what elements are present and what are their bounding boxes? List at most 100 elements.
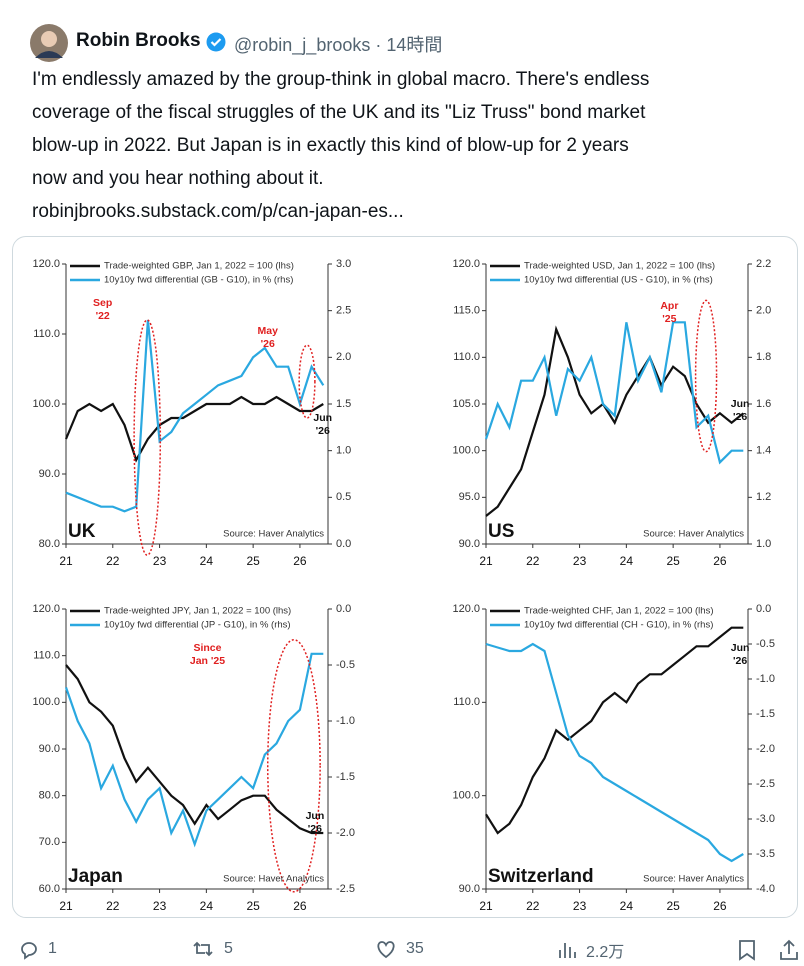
legend-label: Trade-weighted GBP, Jan 1, 2022 = 100 (l… bbox=[104, 261, 294, 272]
series-line bbox=[65, 664, 324, 835]
reply-count: 1 bbox=[48, 940, 57, 957]
x-tick-label: 21 bbox=[59, 554, 73, 568]
annotation: '26 bbox=[733, 411, 747, 423]
reply[interactable]: 1 bbox=[18, 938, 57, 960]
country-label: Switzerland bbox=[488, 866, 594, 887]
y2-tick-label: 3.0 bbox=[336, 258, 351, 270]
view-count: 2.2万 bbox=[586, 944, 625, 961]
y-tick-label: 60.0 bbox=[39, 883, 60, 895]
annotation: Apr bbox=[660, 300, 678, 312]
y-tick-label: 90.0 bbox=[39, 743, 60, 755]
x-tick-label: 23 bbox=[153, 554, 167, 568]
annotation: '25 bbox=[662, 313, 676, 325]
charts-image: 80.0 90.0 100.0 110.0 120.0 0.0 0.5 1.0 1.5 2.0 2.… bbox=[32, 258, 775, 913]
like[interactable]: 35 bbox=[374, 938, 424, 960]
legend-label: Trade-weighted CHF, Jan 1, 2022 = 100 (l… bbox=[524, 606, 714, 617]
country-label: UK bbox=[68, 521, 96, 542]
repost[interactable]: 5 bbox=[190, 938, 233, 960]
x-tick-label: 23 bbox=[573, 899, 587, 913]
highlight-ellipse bbox=[266, 639, 321, 893]
x-tick-label: 22 bbox=[526, 899, 540, 913]
series-line bbox=[64, 652, 324, 848]
views[interactable]: 2.2万 bbox=[556, 938, 624, 962]
x-tick-label: 25 bbox=[666, 899, 680, 913]
bookmark-icon[interactable] bbox=[736, 938, 758, 962]
source-note: Source: Haver Analytics bbox=[643, 874, 744, 885]
series-line bbox=[484, 321, 744, 465]
handle-time[interactable]: @robin_j_brooks · 14時間 bbox=[234, 35, 443, 55]
y-tick-label: 110.0 bbox=[33, 650, 60, 662]
annotation: '26 bbox=[261, 338, 275, 350]
series-line bbox=[485, 626, 744, 835]
y-tick-label: 105.0 bbox=[452, 398, 480, 410]
y2-tick-label: 1.2 bbox=[756, 491, 771, 503]
y-tick-label: 90.0 bbox=[39, 468, 60, 480]
x-tick-label: 26 bbox=[713, 554, 727, 568]
legend-label: Trade-weighted USD, Jan 1, 2022 = 100 (l… bbox=[524, 261, 715, 272]
source-note: Source: Haver Analytics bbox=[643, 529, 744, 540]
y-tick-label: 95.0 bbox=[459, 491, 480, 503]
tweet-line: blow-up in 2022. But Japan is in exactly… bbox=[32, 135, 629, 156]
y-tick-label: 100.0 bbox=[32, 398, 60, 410]
y-tick-label: 120.0 bbox=[452, 258, 480, 270]
highlight-ellipse bbox=[298, 344, 316, 419]
tweet-line: now and you hear nothing about it. bbox=[32, 168, 324, 189]
y2-tick-label: -1.5 bbox=[756, 708, 775, 720]
author-name[interactable]: Robin Brooks bbox=[76, 30, 201, 51]
axis-frame bbox=[485, 609, 749, 890]
y-tick-label: 100.0 bbox=[452, 445, 480, 457]
x-tick-label: 26 bbox=[293, 554, 307, 568]
annotation: Jun bbox=[731, 398, 750, 410]
x-tick-label: 25 bbox=[666, 554, 680, 568]
source-note: Source: Haver Analytics bbox=[223, 529, 324, 540]
y-tick-label: 110.0 bbox=[33, 328, 60, 340]
y2-tick-label: -2.0 bbox=[336, 827, 355, 839]
share-icon[interactable] bbox=[778, 938, 800, 962]
x-tick-label: 24 bbox=[620, 554, 634, 568]
media[interactable]: 80.0 90.0 100.0 110.0 120.0 0.0 0.5 1.0 1.5 2.0 2.… bbox=[12, 236, 798, 918]
y2-tick-label: -3.5 bbox=[756, 848, 775, 860]
y-tick-label: 80.0 bbox=[39, 538, 60, 550]
y2-tick-label: -2.5 bbox=[336, 883, 355, 895]
country-label: US bbox=[488, 521, 514, 542]
x-tick-label: 21 bbox=[479, 554, 493, 568]
y-tick-label: 120.0 bbox=[452, 603, 480, 615]
tweet-text: I'm endlessly amazed by the group-think … bbox=[32, 63, 649, 228]
source-note: Source: Haver Analytics bbox=[223, 874, 324, 885]
series-line bbox=[485, 642, 744, 863]
y2-tick-label: -1.5 bbox=[336, 771, 355, 783]
y-tick-label: 120.0 bbox=[32, 258, 60, 270]
y2-tick-label: 1.6 bbox=[756, 398, 771, 410]
series-line bbox=[65, 319, 325, 513]
y2-tick-label: -2.0 bbox=[756, 743, 775, 755]
y-tick-label: 110.0 bbox=[453, 351, 480, 363]
y-tick-label: 90.0 bbox=[459, 883, 480, 895]
y2-tick-label: -2.5 bbox=[756, 778, 775, 790]
legend-label: 10y10y fwd differential (GB - G10), in %… bbox=[104, 275, 293, 286]
repost-icon bbox=[193, 941, 213, 957]
series-line bbox=[485, 325, 744, 517]
series-line bbox=[64, 395, 324, 463]
x-tick-label: 22 bbox=[106, 554, 120, 568]
x-tick-label: 25 bbox=[246, 554, 260, 568]
y2-tick-label: 2.2 bbox=[756, 258, 771, 270]
annotation: Jun bbox=[731, 642, 750, 654]
y2-tick-label: 2.5 bbox=[336, 305, 351, 317]
legend-label: 10y10y fwd differential (US - G10), in %… bbox=[524, 275, 713, 286]
annotation: '22 bbox=[96, 310, 110, 322]
country-label: Japan bbox=[68, 866, 123, 887]
avatar[interactable] bbox=[30, 24, 68, 62]
y2-tick-label: 1.0 bbox=[756, 538, 771, 550]
highlight-ellipse bbox=[133, 319, 162, 556]
x-tick-label: 21 bbox=[479, 899, 493, 913]
y-tick-label: 115.0 bbox=[453, 305, 480, 317]
annotation: '26 bbox=[733, 655, 747, 667]
x-tick-label: 26 bbox=[293, 899, 307, 913]
y2-tick-label: -0.5 bbox=[756, 638, 775, 650]
y-tick-label: 120.0 bbox=[32, 603, 60, 615]
y2-tick-label: -0.5 bbox=[336, 659, 355, 671]
y2-tick-label: 1.8 bbox=[756, 351, 771, 363]
y-tick-label: 90.0 bbox=[459, 538, 480, 550]
y2-tick-label: 0.5 bbox=[336, 491, 351, 503]
views-icon bbox=[559, 943, 576, 958]
